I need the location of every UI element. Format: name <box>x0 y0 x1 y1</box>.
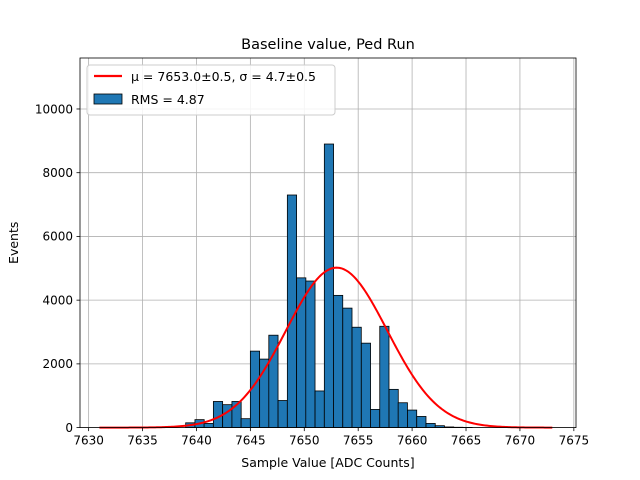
histogram-bar <box>240 418 251 428</box>
y-tick-label: 8000 <box>42 166 73 180</box>
chart-title: Baseline value, Ped Run <box>241 37 415 53</box>
legend: μ = 7653.0±0.5, σ = 4.7±0.5 RMS = 4.87 <box>86 64 336 116</box>
histogram-bar <box>388 388 399 428</box>
x-tick-label: 7665 <box>451 434 482 448</box>
histogram-bar <box>351 326 362 429</box>
histogram-bar <box>323 143 334 429</box>
x-tick-label: 7645 <box>235 434 266 448</box>
legend-histogram-label: RMS = 4.87 <box>131 92 205 107</box>
histogram-bar <box>397 402 408 429</box>
x-tick-label: 7670 <box>505 434 536 448</box>
x-tick-label: 7660 <box>397 434 428 448</box>
x-tick-label: 7640 <box>181 434 212 448</box>
histogram-bar <box>360 342 371 429</box>
histogram-bar <box>370 409 381 429</box>
histogram-bar <box>342 307 353 429</box>
histogram-bar <box>277 400 288 429</box>
histogram-bar <box>333 294 344 428</box>
x-axis-label: Sample Value [ADC Counts] <box>241 455 414 470</box>
x-tick-label: 7635 <box>127 434 158 448</box>
y-axis-label: Events <box>6 222 21 264</box>
histogram-bar <box>407 409 418 429</box>
legend-histogram-swatch <box>93 93 123 105</box>
x-tick-label: 7650 <box>289 434 320 448</box>
y-tick-label: 2000 <box>42 357 73 371</box>
y-axis-ticks: 0 2000 4000 6000 8000 10000 <box>35 102 80 435</box>
histogram-bar <box>305 280 316 429</box>
histogram-bar <box>314 390 325 428</box>
histogram-bar <box>222 404 233 428</box>
plot-frame <box>79 57 577 429</box>
x-axis-ticks: 7630 7635 7640 7645 7650 7655 7660 7665 7670 7675 <box>73 427 590 448</box>
x-tick-label: 7655 <box>343 434 374 448</box>
y-tick-label: 4000 <box>42 293 73 307</box>
legend-fit-label: μ = 7653.0±0.5, σ = 4.7±0.5 <box>131 69 316 84</box>
x-tick-label: 7630 <box>73 434 104 448</box>
y-tick-label: 10000 <box>35 102 73 116</box>
histogram-bar <box>379 325 390 429</box>
x-tick-label: 7675 <box>559 434 590 448</box>
legend-box <box>86 64 336 116</box>
histogram-bar <box>425 423 436 428</box>
y-tick-label: 0 <box>65 421 73 435</box>
gaussian-fit-curve <box>99 266 553 429</box>
histogram-bar <box>203 423 214 428</box>
y-tick-label: 6000 <box>42 230 73 244</box>
histogram-bar <box>416 416 427 428</box>
